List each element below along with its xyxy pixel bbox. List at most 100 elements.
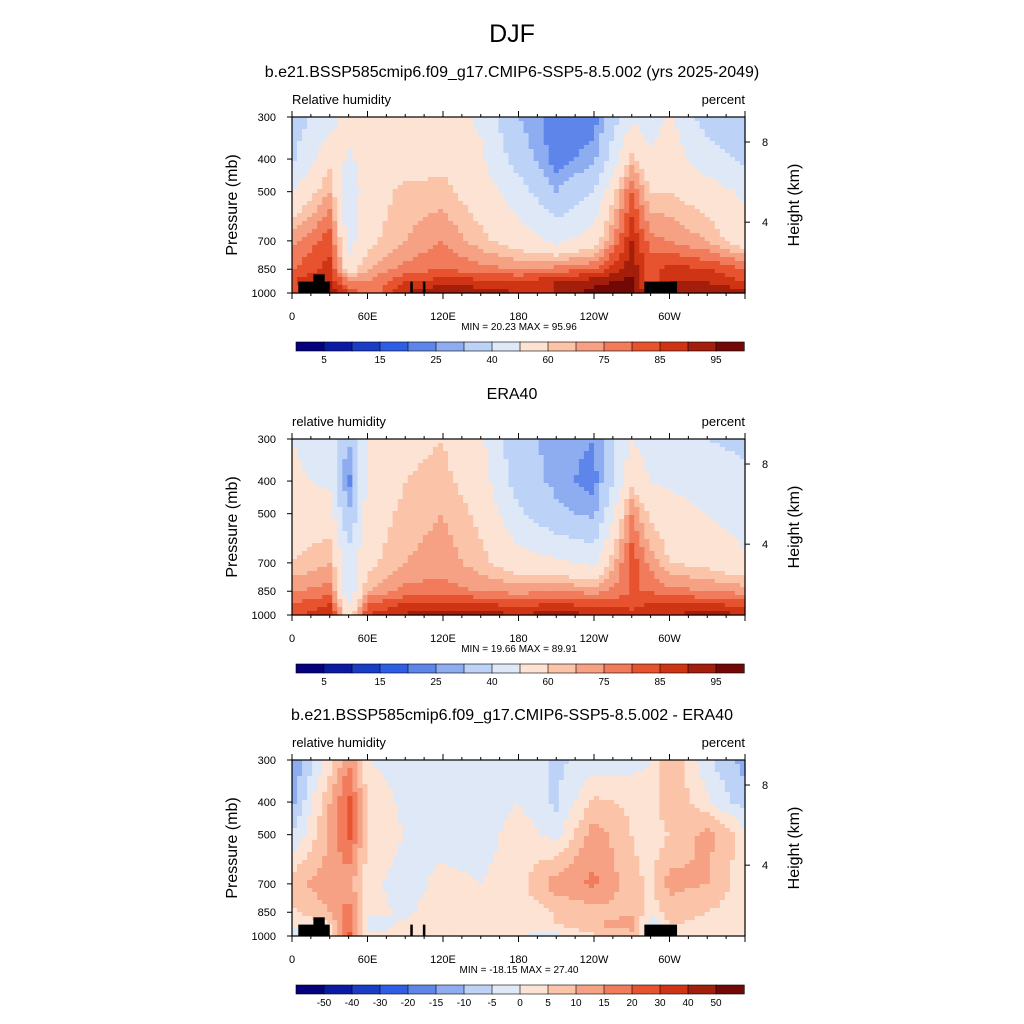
- field-cell: [332, 145, 338, 150]
- field-cell: [599, 121, 605, 126]
- field-cell: [327, 467, 333, 472]
- field-cell: [573, 129, 580, 134]
- field-cell: [322, 229, 328, 234]
- field-cell: [412, 173, 419, 178]
- field-cell: [488, 237, 494, 242]
- field-cell: [312, 471, 318, 476]
- field-cell: [327, 213, 333, 218]
- field-cell: [543, 455, 550, 460]
- field-cell: [558, 253, 565, 258]
- field-cell: [739, 205, 746, 210]
- panel-title-model: b.e21.BSSP585cmip6.f09_g17.CMIP6-SSP5-8.…: [264, 64, 760, 81]
- field-cell: [513, 125, 520, 130]
- field-cell: [402, 261, 409, 266]
- field-cell: [739, 121, 746, 126]
- field-cell: [654, 125, 661, 130]
- field-cell: [427, 169, 434, 174]
- field-cell: [588, 221, 595, 226]
- field-cell: [407, 133, 414, 138]
- field-cell: [513, 281, 520, 286]
- field-cell: [714, 237, 721, 242]
- field-cell: [644, 153, 650, 158]
- field-cell: [644, 455, 650, 460]
- field-cell: [443, 249, 449, 254]
- field-cell: [473, 157, 479, 162]
- field-cell: [498, 153, 504, 158]
- field-cell: [493, 213, 499, 218]
- field-cell: [468, 253, 474, 258]
- field-cell: [382, 463, 389, 468]
- field-cell: [649, 149, 655, 154]
- field-cell: [458, 225, 464, 230]
- field-cell: [568, 145, 575, 150]
- field-cell: [719, 285, 726, 290]
- field-cell: [493, 185, 499, 190]
- field-cell: [538, 241, 545, 246]
- field-cell: [689, 209, 696, 214]
- field-cell: [513, 225, 520, 230]
- field-cell: [417, 121, 424, 126]
- field-cell: [704, 145, 711, 150]
- field-cell: [488, 141, 494, 146]
- field-cell: [513, 443, 520, 448]
- field-cell: [523, 463, 530, 468]
- field-cell: [734, 459, 741, 464]
- field-cell: [448, 157, 454, 162]
- field-cell: [463, 193, 469, 198]
- field-cell: [332, 277, 338, 282]
- field-cell: [317, 439, 323, 444]
- field-cell: [508, 475, 515, 480]
- field-cell: [463, 475, 469, 480]
- field-cell: [649, 177, 655, 182]
- field-cell: [734, 229, 741, 234]
- field-cell: [624, 277, 630, 282]
- field-cell: [528, 459, 535, 464]
- field-cell: [312, 145, 318, 150]
- field-cell: [523, 169, 530, 174]
- field-cell: [387, 281, 394, 286]
- field-cell: [719, 201, 726, 206]
- field-cell: [644, 173, 650, 178]
- colorbar: [295, 341, 745, 352]
- field-cell: [553, 471, 560, 476]
- field-cell: [302, 225, 308, 230]
- field-cell: [538, 289, 545, 294]
- field-cell: [513, 289, 520, 294]
- field-cell: [397, 129, 404, 134]
- field-cell: [704, 447, 711, 452]
- field-cell: [402, 205, 409, 210]
- field-cell: [604, 153, 610, 158]
- field-cell: [523, 471, 530, 476]
- field-cell: [538, 221, 545, 226]
- field-cell: [583, 463, 590, 468]
- field-cell: [573, 161, 580, 166]
- field-cell: [619, 189, 625, 194]
- field-cell: [347, 289, 353, 294]
- field-cell: [498, 289, 504, 294]
- field-cell: [578, 217, 585, 222]
- field-cell: [644, 117, 650, 122]
- field-cell: [679, 157, 686, 162]
- field-cell: [553, 217, 560, 222]
- field-cell: [543, 165, 550, 170]
- field-cell: [392, 165, 399, 170]
- field-cell: [412, 157, 419, 162]
- field-cell: [604, 281, 610, 286]
- field-cell: [739, 161, 746, 166]
- field-cell: [372, 177, 379, 182]
- field-cell: [734, 125, 741, 130]
- field-cell: [719, 141, 726, 146]
- field-cell: [654, 225, 661, 230]
- field-cell: [619, 169, 625, 174]
- field-cell: [513, 217, 520, 222]
- field-cell: [719, 277, 726, 282]
- field-cell: [699, 289, 706, 294]
- field-cell: [538, 249, 545, 254]
- field-cell: [649, 141, 655, 146]
- field-cell: [599, 233, 605, 238]
- field-cell: [543, 217, 550, 222]
- field-cell: [619, 137, 625, 142]
- field-cell: [523, 289, 530, 294]
- field-cell: [367, 121, 374, 126]
- field-cell: [609, 467, 615, 472]
